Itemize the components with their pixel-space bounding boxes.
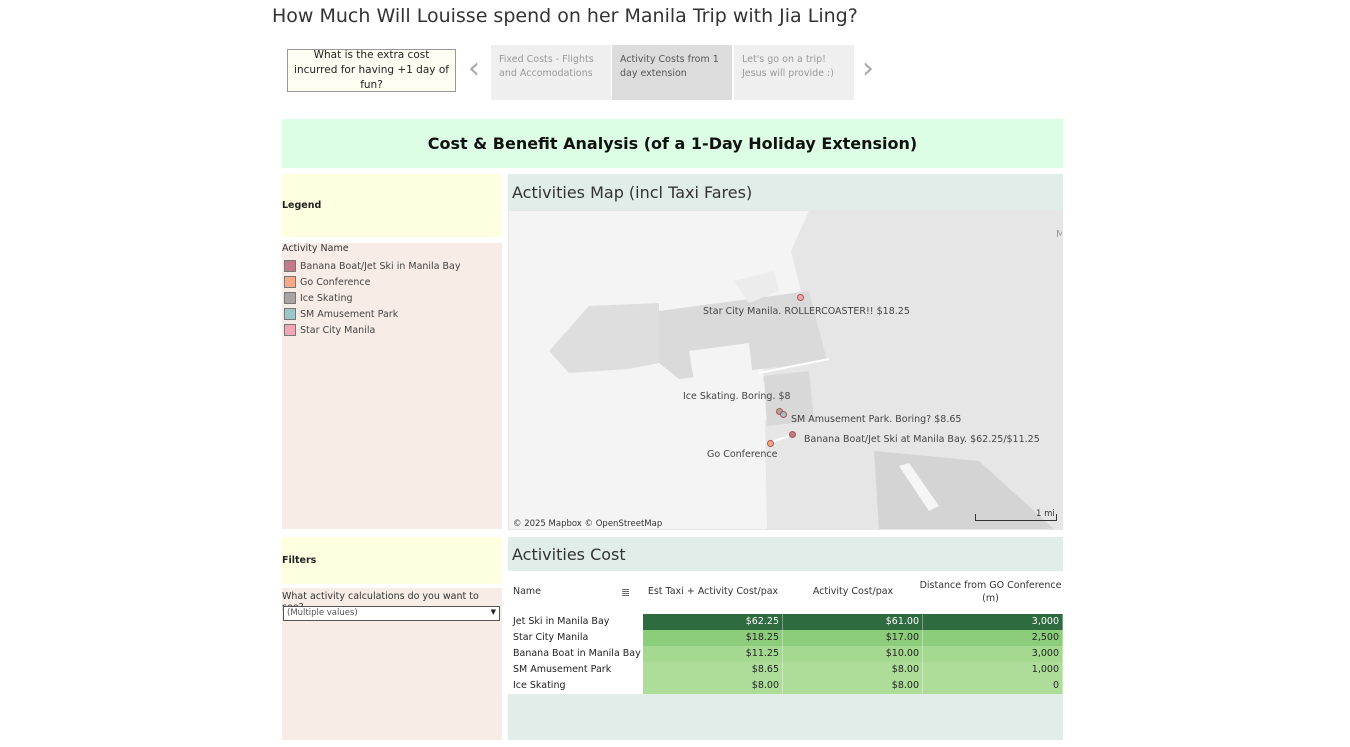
cell-name: Star City Manila <box>508 630 643 646</box>
cell-activity-cost: $8.00 <box>783 662 923 678</box>
filters-panel: What activity calculations do you want t… <box>282 588 502 740</box>
map-label-sm-amusement-park: SM Amusement Park. Boring? $8.65 <box>791 414 962 425</box>
map-attribution[interactable]: © 2025 Mapbox © OpenStreetMap <box>513 519 663 529</box>
table-row[interactable]: Jet Ski in Manila Bay $62.25 $61.00 3,000 <box>508 614 1063 630</box>
map-title: Activities Map (incl Taxi Fares) <box>508 174 1063 210</box>
legend-item-label: Go Conference <box>300 276 371 288</box>
cell-total-cost: $11.25 <box>643 646 783 662</box>
activities-map[interactable]: Star City Manila. ROLLERCOASTER!! $18.25… <box>508 210 1063 530</box>
page-title: How Much Will Louisse spend on her Manil… <box>272 5 858 27</box>
legend-item-label: Star City Manila <box>300 324 376 336</box>
map-label-star-city: Star City Manila. ROLLERCOASTER!! $18.25 <box>703 306 910 317</box>
legend-item-sm-amusement-park[interactable]: SM Amusement Park <box>284 308 398 320</box>
cell-distance: 3,000 <box>923 614 1063 630</box>
cell-activity-cost: $8.00 <box>783 678 923 694</box>
cell-total-cost: $62.25 <box>643 614 783 630</box>
dashboard-banner: Cost & Benefit Analysis (of a 1-Day Holi… <box>282 119 1063 168</box>
legend-item-banana-boat[interactable]: Banana Boat/Jet Ski in Manila Bay <box>284 260 461 272</box>
column-header-total-cost[interactable]: Est Taxi + Activity Cost/pax <box>647 586 779 597</box>
cell-total-cost: $18.25 <box>643 630 783 646</box>
story-caption[interactable]: What is the extra cost incurred for havi… <box>287 49 456 92</box>
table-row[interactable]: SM Amusement Park $8.65 $8.00 1,000 <box>508 662 1063 678</box>
column-header-activity-cost[interactable]: Activity Cost/pax <box>812 586 894 597</box>
column-header-name[interactable]: Name <box>513 586 542 597</box>
cell-total-cost: $8.00 <box>643 678 783 694</box>
column-header-distance[interactable]: Distance from GO Conference (m) <box>919 580 1062 604</box>
cell-activity-cost: $61.00 <box>783 614 923 630</box>
table-row[interactable]: Banana Boat in Manila Bay $11.25 $10.00 3,0… <box>508 646 1063 662</box>
legend-swatch <box>284 292 296 304</box>
filter-value: (Multiple values) <box>287 608 358 618</box>
map-point-star-city[interactable] <box>797 294 804 301</box>
map-scale-label: 1 mi <box>1036 509 1055 519</box>
activity-filter-dropdown[interactable]: (Multiple values) ▼ <box>283 606 500 621</box>
cell-activity-cost: $17.00 <box>783 630 923 646</box>
map-basemap <box>509 211 1062 529</box>
map-point-sm-amusement-park[interactable] <box>780 411 787 418</box>
legend-swatch <box>284 308 296 320</box>
legend-title: Activity Name <box>282 243 349 254</box>
legend-item-go-conference[interactable]: Go Conference <box>284 276 370 288</box>
cell-name: SM Amusement Park <box>508 662 643 678</box>
legend-item-label: Ice Skating <box>300 292 353 304</box>
map-scale-bar <box>975 514 1057 521</box>
legend-item-ice-skating[interactable]: Ice Skating <box>284 292 353 304</box>
filters-header: Filters <box>282 537 502 584</box>
map-label-banana-boat: Banana Boat/Jet Ski at Manila Bay. $62.2… <box>804 434 1040 445</box>
legend-swatch <box>284 276 296 288</box>
map-label-go-conference: Go Conference <box>707 449 778 460</box>
cell-name: Ice Skating <box>508 678 643 694</box>
map-place-label: M <box>1056 229 1062 240</box>
sort-icon[interactable]: ≣ <box>621 586 631 599</box>
legend-swatch <box>284 260 296 272</box>
chevron-down-icon[interactable]: ▼ <box>490 608 496 616</box>
table-row[interactable]: Ice Skating $8.00 $8.00 0 <box>508 678 1063 694</box>
story-point-fixed-costs[interactable]: Fixed Costs - Flights and Accomodations <box>491 45 611 100</box>
story-point-trip[interactable]: Let's go on a trip! Jesus will provide :… <box>734 45 854 100</box>
cost-table-title: Activities Cost <box>508 537 1063 571</box>
cell-name: Jet Ski in Manila Bay <box>508 614 643 630</box>
legend-header: Legend <box>282 174 502 237</box>
cell-distance: 0 <box>923 678 1063 694</box>
map-label-ice-skating: Ice Skating. Boring. $8 <box>683 391 791 402</box>
table-header-row: Name ≣ Est Taxi + Activity Cost/pax Acti… <box>508 571 1063 615</box>
cell-name: Banana Boat in Manila Bay <box>508 646 643 662</box>
prev-arrow-icon[interactable]: ‹ <box>468 51 480 86</box>
map-point-banana-boat[interactable] <box>789 431 796 438</box>
cost-table: Name ≣ Est Taxi + Activity Cost/pax Acti… <box>508 571 1063 740</box>
legend-item-label: Banana Boat/Jet Ski in Manila Bay <box>300 260 461 272</box>
cell-distance: 3,000 <box>923 646 1063 662</box>
legend-panel: Activity Name Banana Boat/Jet Ski in Man… <box>282 243 502 529</box>
cell-total-cost: $8.65 <box>643 662 783 678</box>
cell-distance: 1,000 <box>923 662 1063 678</box>
next-arrow-icon[interactable]: › <box>862 51 874 86</box>
cell-distance: 2,500 <box>923 630 1063 646</box>
legend-item-star-city[interactable]: Star City Manila <box>284 324 375 336</box>
legend-item-label: SM Amusement Park <box>300 308 399 320</box>
table-row[interactable]: Star City Manila $18.25 $17.00 2,500 <box>508 630 1063 646</box>
story-point-activity-costs[interactable]: Activity Costs from 1 day extension <box>612 45 732 100</box>
legend-swatch <box>284 324 296 336</box>
map-point-go-conference[interactable] <box>767 440 774 447</box>
cell-activity-cost: $10.00 <box>783 646 923 662</box>
